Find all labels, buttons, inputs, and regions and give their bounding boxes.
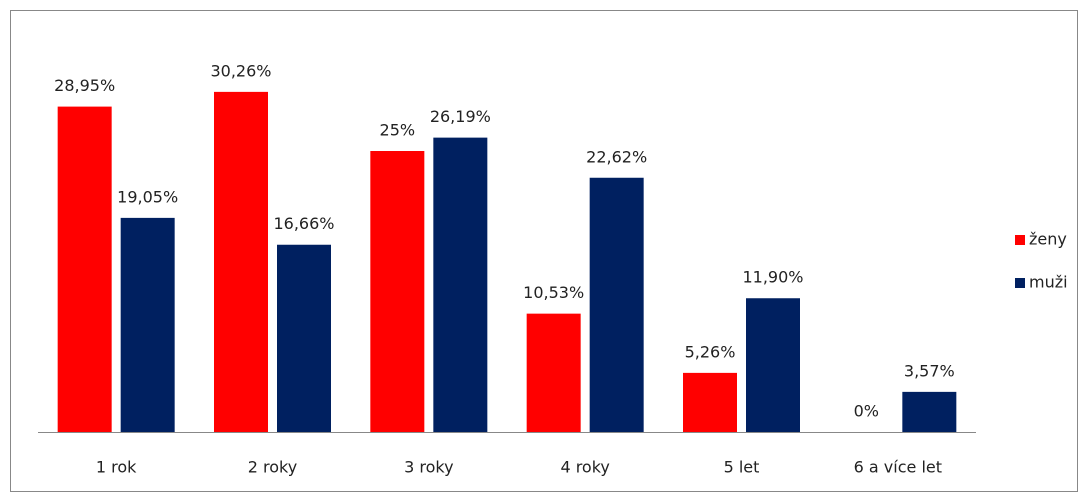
data-label: 19,05% — [117, 187, 178, 206]
bar — [902, 391, 957, 432]
legend-label: muži — [1029, 273, 1068, 292]
bar — [683, 372, 737, 432]
bar — [57, 106, 112, 433]
bar — [277, 244, 331, 432]
x-tick-label: 6 a více let — [854, 458, 942, 477]
bar — [370, 151, 425, 432]
data-label: 26,19% — [430, 107, 491, 126]
data-label: 16,66% — [273, 214, 334, 233]
bar — [433, 137, 488, 433]
legend-swatch — [1015, 235, 1025, 245]
data-label: 25% — [380, 121, 416, 140]
bar — [589, 177, 644, 432]
legend-swatch — [1015, 278, 1025, 288]
data-label: 22,62% — [586, 147, 647, 166]
data-label: 10,53% — [523, 283, 584, 302]
bar — [214, 91, 268, 433]
data-label: 5,26% — [685, 342, 736, 361]
x-tick-label: 4 roky — [560, 458, 609, 477]
data-label: 11,90% — [742, 268, 803, 287]
x-tick-label: 1 rok — [96, 458, 137, 477]
bar — [746, 298, 800, 432]
bar — [120, 217, 175, 432]
legend-label: ženy — [1029, 230, 1067, 249]
data-label: 30,26% — [210, 61, 271, 80]
data-label: 28,95% — [54, 76, 115, 95]
bar — [526, 313, 581, 432]
x-tick-label: 5 let — [724, 458, 760, 477]
x-tick-label: 3 roky — [404, 458, 453, 477]
x-tick-label: 2 roky — [248, 458, 297, 477]
data-label: 0% — [854, 402, 879, 421]
data-label: 3,57% — [904, 361, 955, 380]
